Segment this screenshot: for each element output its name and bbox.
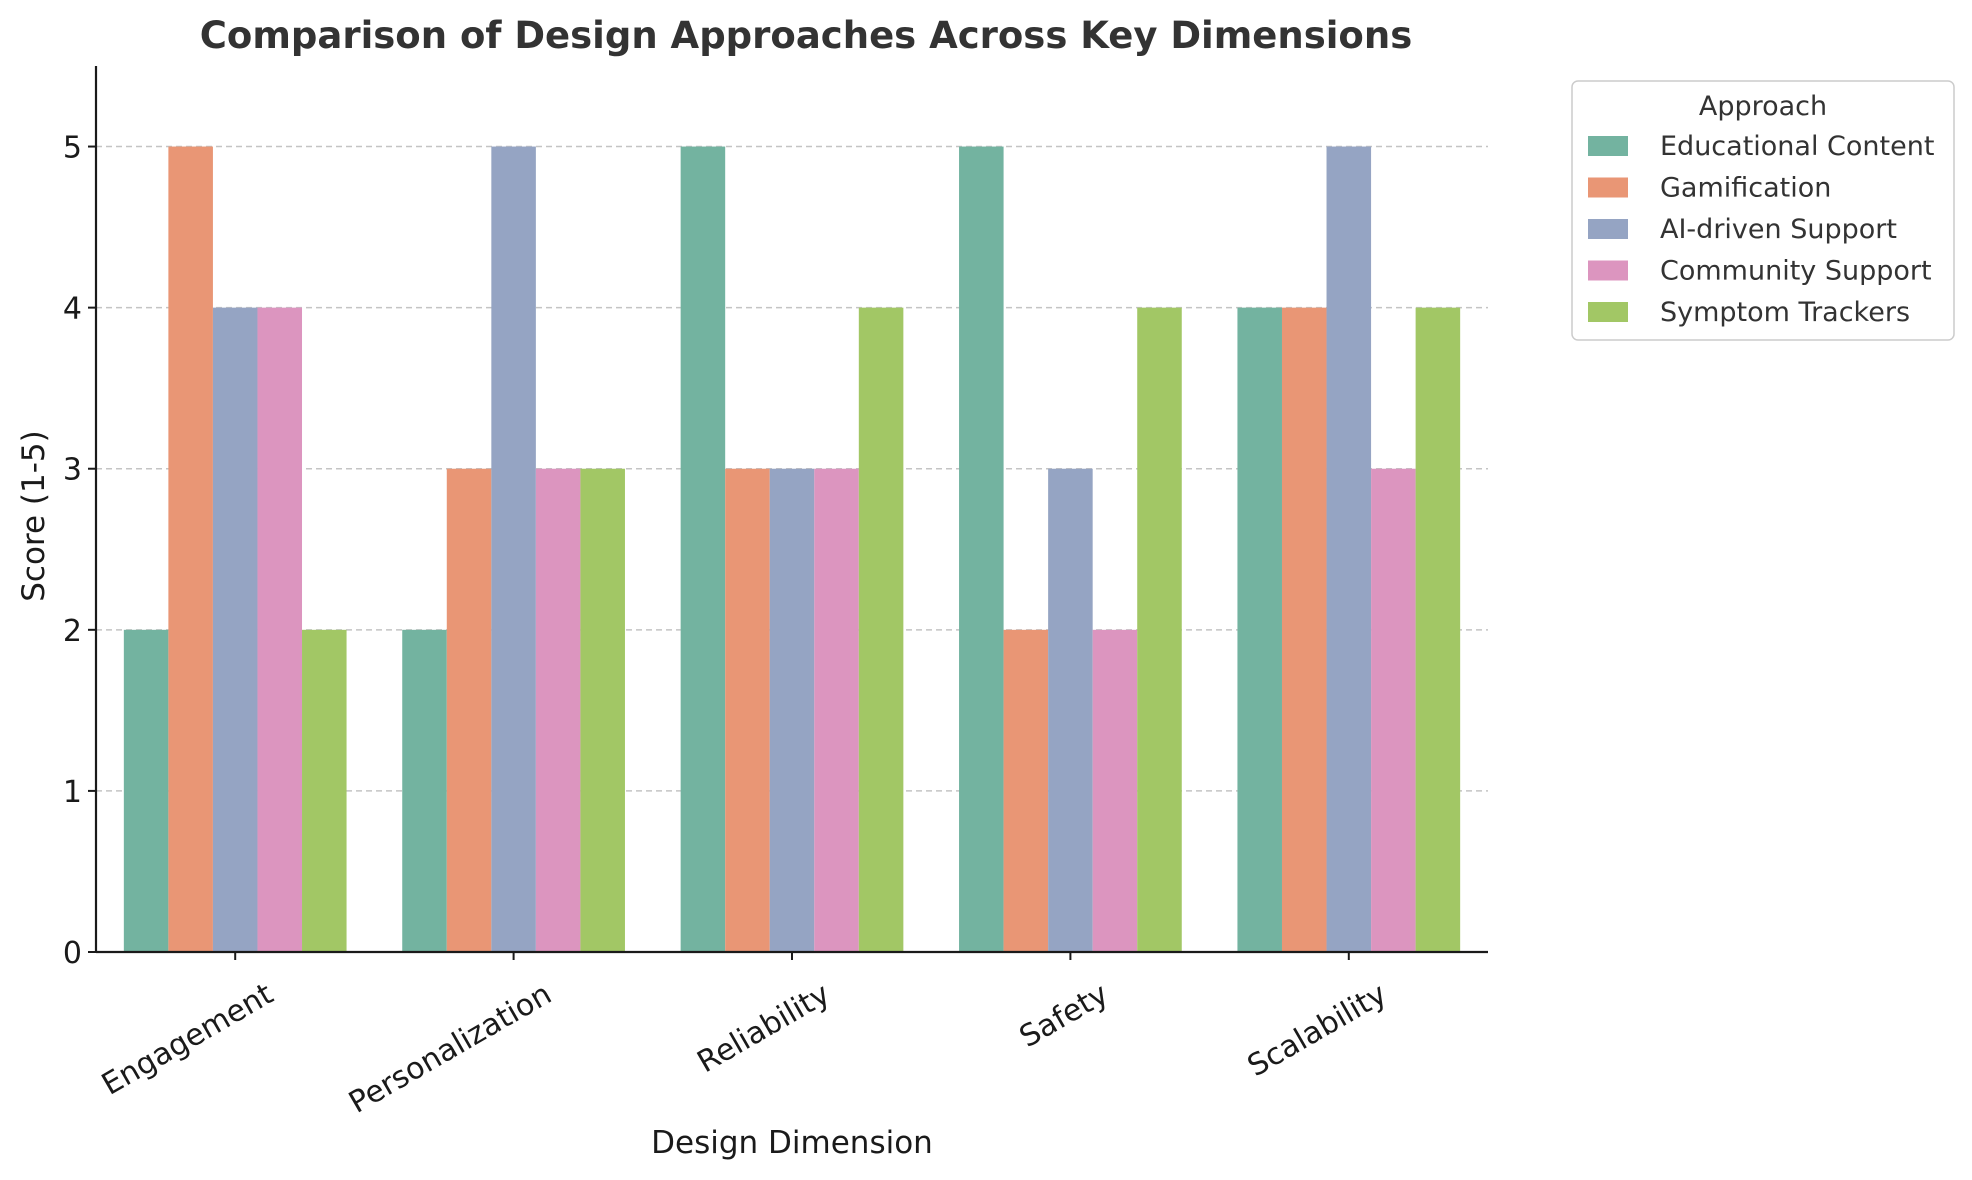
bar: [680, 146, 726, 952]
bar: [858, 307, 904, 952]
bar: [446, 468, 492, 952]
legend-title: Approach: [1699, 91, 1827, 122]
legend-label: AI-driven Support: [1660, 214, 1897, 245]
y-tick-label: 2: [63, 614, 82, 649]
y-tick-label: 4: [63, 292, 82, 327]
y-tick-label: 5: [63, 131, 82, 166]
bar: [1048, 468, 1093, 952]
x-tick-label: Reliability: [692, 977, 836, 1081]
x-tick-label: Personalization: [343, 977, 557, 1121]
y-tick-label: 3: [63, 453, 82, 488]
bar: [212, 307, 258, 952]
bar: [257, 307, 303, 952]
bars: [123, 146, 1461, 952]
bar: [535, 468, 581, 952]
bar: [814, 468, 859, 952]
legend-label: Symptom Trackers: [1660, 297, 1910, 328]
bar: [168, 146, 213, 952]
bar: [1237, 307, 1282, 952]
y-tick-label: 1: [63, 775, 82, 810]
legend-swatch: [1588, 219, 1628, 239]
legend-swatch: [1588, 136, 1628, 156]
bar: [1281, 307, 1327, 952]
bar: [580, 468, 625, 952]
legend-swatch: [1588, 302, 1628, 322]
bar: [1092, 629, 1138, 952]
bar: [1003, 629, 1049, 952]
x-axis-ticks: Engagement Personalization Reliability Safe…: [96, 952, 1393, 1121]
legend-label: Community Support: [1660, 256, 1932, 287]
y-axis-label: Score (1-5): [16, 430, 52, 602]
bar: [1415, 307, 1461, 952]
legend-items: Educational Content Gamification AI-driven…: [1588, 131, 1934, 328]
legend-frame: [1571, 80, 1955, 341]
legend: Approach Educational Content Gamification…: [1571, 80, 1955, 341]
bar: [1371, 468, 1416, 952]
bar: [725, 468, 770, 952]
legend-label: Educational Content: [1660, 131, 1934, 162]
bar: [123, 629, 169, 952]
bar: [402, 629, 447, 952]
x-tick-label: Scalability: [1242, 977, 1393, 1084]
legend-swatch: [1588, 260, 1628, 281]
x-tick-label: Engagement: [96, 977, 279, 1103]
chart-title: Comparison of Design Approaches Across K…: [200, 14, 1412, 57]
y-axis-ticks: 0 1 2 3 4 5: [63, 131, 96, 971]
x-tick-label: Safety: [1014, 977, 1115, 1055]
legend-swatch: [1588, 177, 1628, 198]
bar: [302, 629, 347, 952]
bar: [1137, 307, 1182, 952]
bar: [491, 146, 536, 952]
bar: [1326, 146, 1372, 952]
x-axis-label: Design Dimension: [651, 1125, 933, 1161]
legend-label: Gamification: [1660, 173, 1831, 204]
bar: [769, 468, 815, 952]
y-tick-label: 0: [63, 936, 82, 971]
bar: [959, 146, 1004, 952]
